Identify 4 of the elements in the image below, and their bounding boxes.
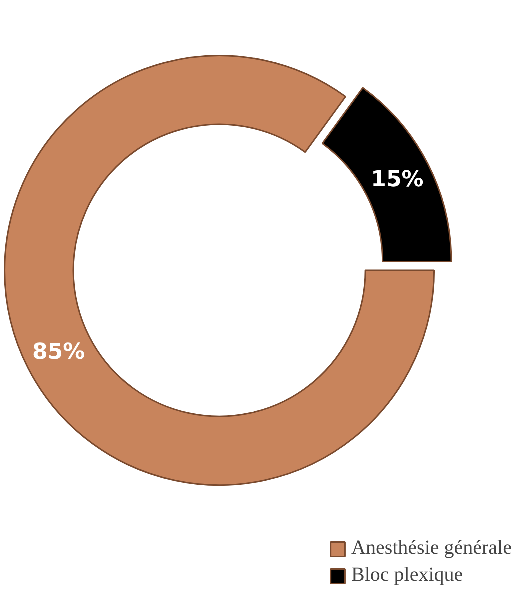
legend-label: Anesthésie générale [352, 537, 512, 560]
data-label: 85% [32, 340, 86, 366]
legend-label: Bloc plexique [352, 564, 464, 587]
data-label: 15% [371, 167, 424, 192]
